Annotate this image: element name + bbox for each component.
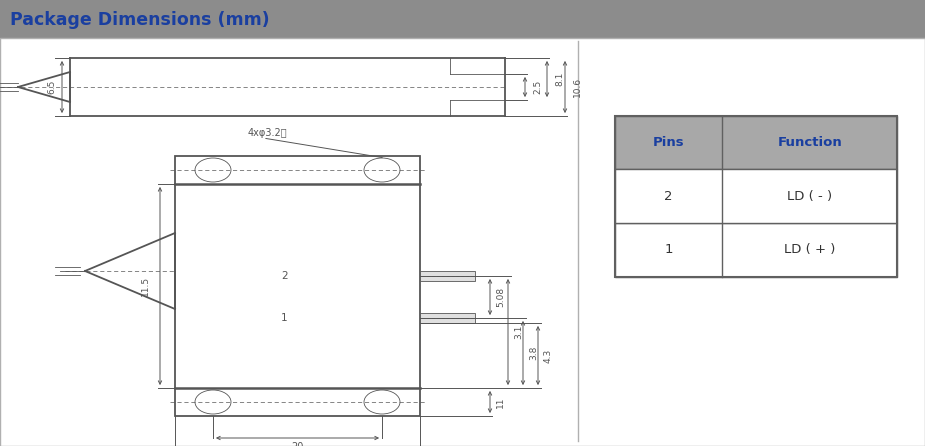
Text: Package Dimensions (mm): Package Dimensions (mm) <box>10 11 269 29</box>
Text: 11.5: 11.5 <box>141 276 150 296</box>
Text: Function: Function <box>777 136 842 149</box>
Bar <box>615 223 897 277</box>
Bar <box>420 271 475 281</box>
Text: Pins: Pins <box>653 136 684 149</box>
Text: 8.1: 8.1 <box>555 72 564 86</box>
Text: LD ( + ): LD ( + ) <box>784 243 835 256</box>
Text: 10.6: 10.6 <box>573 77 582 97</box>
Text: 4.3: 4.3 <box>544 348 553 363</box>
Text: 20: 20 <box>291 442 303 446</box>
Bar <box>615 169 897 223</box>
Text: 4xφ3.2通: 4xφ3.2通 <box>248 128 288 138</box>
Bar <box>615 116 897 277</box>
Text: 2.5: 2.5 <box>533 80 542 94</box>
Bar <box>615 116 897 169</box>
Text: 5.08: 5.08 <box>496 287 505 307</box>
Bar <box>175 156 420 416</box>
Text: 3.8: 3.8 <box>529 346 538 360</box>
Bar <box>0 0 925 39</box>
Text: 2: 2 <box>664 190 673 203</box>
Text: 1: 1 <box>281 313 288 323</box>
Text: 6.5: 6.5 <box>47 80 56 94</box>
Text: 1: 1 <box>664 243 673 256</box>
Text: LD ( - ): LD ( - ) <box>787 190 832 203</box>
Text: 2: 2 <box>281 271 288 281</box>
Bar <box>420 313 475 323</box>
Text: 11: 11 <box>496 396 505 408</box>
Text: 3.1: 3.1 <box>514 325 523 339</box>
